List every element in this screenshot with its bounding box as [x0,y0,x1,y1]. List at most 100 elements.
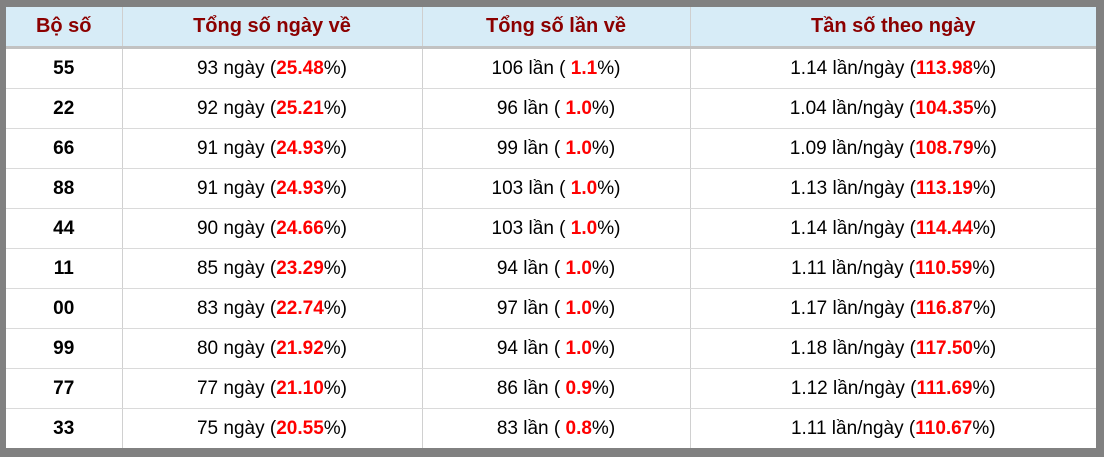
days-percent: 24.66 [276,217,324,239]
freq-percent: 110.59 [915,257,973,279]
days-suffix: %) [323,57,347,79]
times-text: 103 lần ( [491,217,571,239]
freq-cell: 1.12 lần/ngày (111.69%) [690,368,1096,409]
freq-suffix: %) [973,97,997,119]
days-percent: 25.48 [276,57,324,79]
times-cell: 103 lần ( 1.0%) [422,208,691,249]
header-row: Bộ số Tổng số ngày về Tổng số lần về Tần… [6,7,1096,49]
table-row: 88 91 ngày (24.93%) 103 lần ( 1.0%) 1.13… [6,168,1096,209]
times-cell: 94 lần ( 1.0%) [422,328,691,369]
freq-cell: 1.18 lần/ngày (117.50%) [690,328,1096,369]
times-suffix: %) [597,217,621,239]
times-cell: 97 lần ( 1.0%) [422,288,691,329]
table-row: 77 77 ngày (21.10%) 86 lần ( 0.9%) 1.12 … [6,368,1096,409]
freq-cell: 1.11 lần/ngày (110.67%) [690,409,1096,449]
times-cell: 96 lần ( 1.0%) [422,88,691,129]
freq-text: 1.12 lần/ngày ( [790,377,917,399]
times-suffix: %) [591,337,616,359]
times-percent: 1.0 [565,337,592,359]
freq-text: 1.11 lần/ngày ( [790,417,916,439]
times-percent: 1.1 [570,57,598,79]
days-percent: 25.21 [276,97,324,119]
column-header-pair: Bộ số [6,7,123,49]
table-row: 33 75 ngày (20.55%) 83 lần ( 0.8%) 1.11 … [6,408,1096,449]
freq-suffix: %) [973,337,997,359]
days-cell: 80 ngày (21.92%) [122,328,423,369]
times-percent: 1.0 [570,177,598,199]
freq-suffix: %) [973,57,997,79]
freq-suffix: %) [972,377,996,399]
days-cell: 90 ngày (24.66%) [122,208,423,249]
days-text: 83 ngày ( [196,297,277,319]
days-percent: 21.10 [276,377,324,399]
freq-text: 1.17 lần/ngày ( [790,297,916,319]
column-header-total-times: Tổng số lần về [422,7,691,49]
freq-text: 1.11 lần/ngày ( [790,257,916,279]
freq-percent: 104.35 [915,97,974,119]
table-body: 55 93 ngày (25.48%) 106 lần ( 1.1%) 1.14… [6,47,1096,449]
days-percent: 22.74 [276,297,324,319]
freq-suffix: %) [973,177,997,199]
times-text: 103 lần ( [491,177,571,199]
freq-suffix: %) [973,297,997,319]
times-text: 96 lần ( [496,97,566,119]
days-cell: 75 ngày (20.55%) [122,408,423,448]
table-row: 44 90 ngày (24.66%) 103 lần ( 1.0%) 1.14… [6,208,1096,249]
times-percent: 1.0 [565,257,592,279]
table-row: 11 85 ngày (23.29%) 94 lần ( 1.0%) 1.11 … [6,248,1096,289]
pair-cell: 88 [6,168,123,209]
times-cell: 106 lần ( 1.1%) [422,47,691,89]
freq-text: 1.04 lần/ngày ( [789,97,916,119]
times-percent: 0.8 [565,417,592,439]
times-percent: 1.0 [565,97,592,119]
days-percent: 20.55 [276,417,324,439]
times-text: 97 lần ( [496,297,566,319]
days-cell: 93 ngày (25.48%) [122,47,423,89]
days-percent: 24.93 [276,137,324,159]
days-cell: 91 ngày (24.93%) [122,128,423,169]
times-percent: 1.0 [565,137,592,159]
days-suffix: %) [323,137,347,159]
days-text: 93 ngày ( [196,57,277,79]
days-text: 77 ngày ( [196,377,277,399]
freq-percent: 110.67 [915,417,973,439]
days-cell: 91 ngày (24.93%) [122,168,423,209]
days-text: 92 ngày ( [196,97,277,119]
times-suffix: %) [591,257,616,279]
table-row: 66 91 ngày (24.93%) 99 lần ( 1.0%) 1.09 … [6,128,1096,169]
table-row: 55 93 ngày (25.48%) 106 lần ( 1.1%) 1.14… [6,47,1096,89]
days-suffix: %) [323,377,347,399]
pair-cell: 22 [6,88,123,129]
days-text: 91 ngày ( [196,137,277,159]
table-header: Bộ số Tổng số ngày về Tổng số lần về Tần… [6,7,1096,49]
times-text: 83 lần ( [496,417,566,439]
days-cell: 92 ngày (25.21%) [122,88,423,129]
freq-percent: 108.79 [915,137,974,159]
freq-suffix: %) [973,217,997,239]
lottery-stats-table: Bộ số Tổng số ngày về Tổng số lần về Tần… [6,7,1096,448]
times-cell: 103 lần ( 1.0%) [422,168,691,209]
days-suffix: %) [323,417,347,439]
column-header-frequency: Tần số theo ngày [690,7,1096,49]
days-suffix: %) [323,257,347,279]
freq-cell: 1.04 lần/ngày (104.35%) [690,88,1096,129]
times-suffix: %) [591,97,616,119]
pair-cell: 77 [6,368,123,409]
times-cell: 83 lần ( 0.8%) [422,408,691,448]
days-cell: 77 ngày (21.10%) [122,368,423,409]
times-percent: 1.0 [565,297,592,319]
freq-text: 1.14 lần/ngày ( [790,57,916,79]
table-row: 22 92 ngày (25.21%) 96 lần ( 1.0%) 1.04 … [6,88,1096,129]
times-text: 94 lần ( [496,257,566,279]
freq-suffix: %) [972,257,996,279]
freq-percent: 113.98 [915,57,974,79]
freq-percent: 111.69 [916,377,973,399]
pair-cell: 99 [6,328,123,369]
times-suffix: %) [591,137,616,159]
days-cell: 85 ngày (23.29%) [122,248,423,289]
freq-cell: 1.14 lần/ngày (113.98%) [690,47,1096,89]
pair-cell: 33 [6,408,123,448]
freq-cell: 1.17 lần/ngày (116.87%) [690,288,1096,329]
pair-cell: 11 [6,248,123,289]
freq-cell: 1.11 lần/ngày (110.59%) [690,248,1096,289]
